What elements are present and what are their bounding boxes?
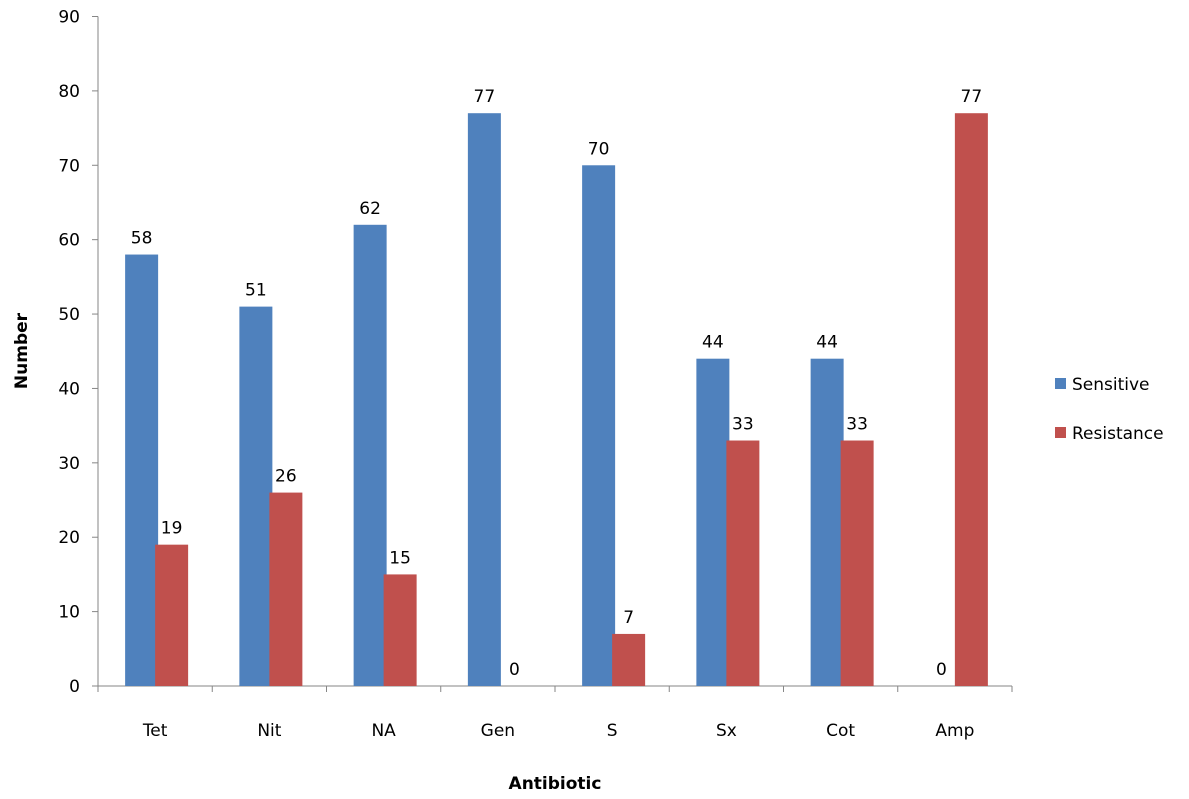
bar-sensitive <box>810 358 844 686</box>
bar-sensitive <box>125 254 159 687</box>
data-label-resistance: 0 <box>509 660 520 680</box>
bar-resistance <box>726 440 760 686</box>
data-label-resistance: 77 <box>961 87 983 107</box>
x-tick-label: S <box>607 721 618 741</box>
x-tick-label: Gen <box>481 721 515 741</box>
y-tick-label: 0 <box>69 677 80 697</box>
legend-swatch-resistance <box>1055 427 1066 438</box>
x-tick-label: Nit <box>257 721 281 741</box>
y-tick-label: 30 <box>58 454 80 474</box>
data-label-resistance: 19 <box>161 519 183 539</box>
data-label-sensitive: 44 <box>702 333 724 353</box>
x-tick-label: Amp <box>935 721 974 741</box>
data-label-resistance: 33 <box>732 415 754 435</box>
data-label-resistance: 33 <box>846 415 868 435</box>
data-label-sensitive: 58 <box>131 229 153 249</box>
x-tick-label: NA <box>371 721 396 741</box>
bar-sensitive <box>467 113 501 686</box>
x-axis-title: Antibiotic <box>509 774 602 794</box>
bar-sensitive <box>353 224 387 687</box>
bar-sensitive <box>696 358 730 686</box>
bar-resistance <box>840 440 874 686</box>
y-tick-label: 70 <box>58 156 80 176</box>
legend-label-resistance: Resistance <box>1072 424 1164 444</box>
x-tick-label: Cot <box>826 721 855 741</box>
data-label-resistance: 26 <box>275 467 297 487</box>
bar-resistance <box>954 113 988 686</box>
data-label-sensitive: 70 <box>588 139 610 159</box>
y-tick-label: 10 <box>58 603 80 623</box>
data-label-sensitive: 44 <box>816 333 838 353</box>
y-tick-label: 90 <box>58 8 80 28</box>
y-tick-label: 50 <box>58 305 80 325</box>
data-label-resistance: 7 <box>623 608 634 628</box>
bar-sensitive <box>239 306 273 686</box>
bar-resistance <box>155 544 189 686</box>
y-tick-label: 40 <box>58 379 80 399</box>
x-tick-label: Tet <box>142 721 168 741</box>
legend: Sensitive Resistance <box>1055 375 1164 444</box>
data-label-sensitive: 0 <box>936 660 947 680</box>
y-tick-label: 20 <box>58 528 80 548</box>
data-labels: 58 51 62 77 70 44 44 0 19 26 15 0 7 33 33 77 <box>131 87 982 680</box>
data-label-sensitive: 62 <box>359 199 381 219</box>
x-tick-label: Sx <box>716 721 737 741</box>
data-label-sensitive: 51 <box>245 281 267 301</box>
legend-label-sensitive: Sensitive <box>1072 375 1150 395</box>
bar-resistance <box>269 492 303 686</box>
bar-sensitive <box>582 165 616 686</box>
data-label-resistance: 15 <box>389 548 411 568</box>
data-label-sensitive: 77 <box>474 87 496 107</box>
y-tick-label: 60 <box>58 231 80 251</box>
y-tick-label: 80 <box>58 82 80 102</box>
legend-swatch-sensitive <box>1055 378 1066 389</box>
bars <box>125 113 988 687</box>
bar-resistance <box>383 574 417 686</box>
y-axis-title: Number <box>12 312 32 389</box>
bar-resistance <box>612 633 646 686</box>
